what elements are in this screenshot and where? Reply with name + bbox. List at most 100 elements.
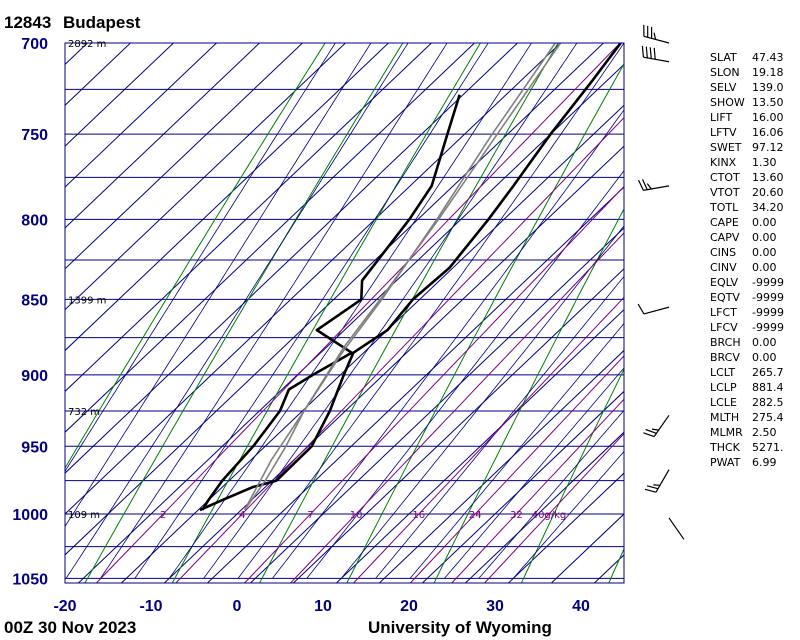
moist-adiabats bbox=[65, 43, 624, 579]
index-name: LFCT bbox=[710, 306, 737, 319]
index-name: SHOW bbox=[710, 96, 745, 109]
isotherm-line bbox=[421, 390, 624, 583]
wind-barb-full bbox=[645, 428, 657, 434]
mixing-ratio-label: 24 bbox=[469, 510, 482, 521]
temperature-tick-label: 40 bbox=[572, 598, 590, 615]
index-value: 0.00 bbox=[752, 336, 777, 349]
mixing-ratio-labels: 2 4 7 10 16 24 32 40g/kg bbox=[160, 510, 566, 521]
isotherm-line bbox=[65, 43, 476, 433]
index-name: EQLV bbox=[710, 276, 739, 289]
index-name: SLAT bbox=[710, 51, 737, 64]
moist-adiabat-line bbox=[237, 43, 624, 579]
dry-adiabats bbox=[65, 43, 624, 583]
index-value: 16.06 bbox=[752, 126, 784, 139]
pressure-tick-label: 750 bbox=[21, 127, 48, 144]
index-value: 47.43 bbox=[752, 51, 784, 64]
temperature-tick-label: 20 bbox=[400, 598, 418, 615]
isotherm-line bbox=[292, 268, 624, 583]
isotherm-line bbox=[464, 431, 624, 583]
dry-adiabat-line bbox=[65, 43, 326, 470]
wind-barb-full bbox=[646, 485, 659, 490]
index-name: LCLE bbox=[710, 396, 737, 409]
isotherm-line bbox=[65, 43, 519, 474]
index-name: BRCV bbox=[710, 351, 740, 364]
wind-barb bbox=[643, 24, 670, 44]
index-value: 0.00 bbox=[752, 351, 777, 364]
wind-barb-full bbox=[643, 432, 655, 438]
index-name: KINX bbox=[710, 156, 737, 169]
index-value: 275.4 bbox=[752, 411, 784, 424]
moist-adiabat-line bbox=[168, 43, 532, 579]
dry-adiabat-line bbox=[433, 208, 624, 583]
pressure-tick-label: 950 bbox=[21, 439, 48, 456]
index-value: 20.60 bbox=[752, 186, 784, 199]
index-name: LCLT bbox=[710, 366, 735, 379]
index-value: 13.60 bbox=[752, 171, 784, 184]
index-value: 0.00 bbox=[752, 216, 777, 229]
index-value: -9999 bbox=[752, 321, 784, 334]
wind-barb-staff bbox=[643, 35, 670, 44]
moist-adiabat-line bbox=[478, 409, 624, 579]
temperature-tick-label: 10 bbox=[314, 598, 332, 615]
temperature-tick-label: 0 bbox=[233, 598, 242, 615]
isotherm-line bbox=[65, 43, 562, 515]
moist-adiabat-line bbox=[65, 43, 372, 528]
isotherm-line bbox=[507, 472, 624, 583]
index-value: 1.30 bbox=[752, 156, 777, 169]
mixing-ratio-label: 40g/kg bbox=[532, 510, 567, 521]
index-name: VTOT bbox=[710, 186, 740, 199]
isotherm-line bbox=[335, 308, 624, 583]
isotherm-line bbox=[206, 186, 624, 583]
mixing-ratio-lines bbox=[95, 43, 624, 583]
station-name: Budapest bbox=[63, 13, 141, 32]
index-name: CINV bbox=[710, 261, 737, 274]
mixing-ratio-label: 7 bbox=[307, 510, 313, 521]
index-value: 282.5 bbox=[752, 396, 784, 409]
isotherm-line bbox=[65, 43, 433, 393]
moist-adiabat-line bbox=[272, 109, 624, 579]
wind-barb bbox=[637, 303, 670, 315]
wind-barb-staff bbox=[643, 56, 670, 63]
isotherm-line bbox=[65, 43, 347, 311]
pressure-tick-label: 1000 bbox=[12, 507, 48, 524]
wind-barb-full bbox=[645, 46, 648, 58]
index-name: BRCH bbox=[710, 336, 741, 349]
station-id: 12843 bbox=[4, 13, 51, 32]
index-value: 2.50 bbox=[752, 426, 777, 439]
index-value: 16.00 bbox=[752, 111, 784, 124]
wind-barb-full bbox=[641, 179, 648, 190]
index-name: LCLP bbox=[710, 381, 737, 394]
wind-barb-full bbox=[637, 303, 645, 315]
temperature-trace bbox=[201, 94, 461, 511]
wind-barb bbox=[643, 414, 670, 438]
wind-barb bbox=[668, 517, 685, 540]
index-name: CAPV bbox=[710, 231, 740, 244]
isobar-isotherm-grid bbox=[65, 43, 624, 583]
dry-adiabat-line bbox=[171, 43, 482, 583]
mixing-ratio-label: 2 bbox=[160, 510, 166, 521]
mixing-ratio-line bbox=[243, 185, 624, 583]
wind-barb bbox=[641, 45, 670, 63]
stability-indices: SLAT 47.43 SLON 19.18 SELV 139.0 SHOW 13.50 LIFT… bbox=[709, 51, 784, 469]
mixing-ratio-line bbox=[483, 432, 624, 583]
pressure-tick-label: 800 bbox=[21, 212, 48, 229]
isotherm-line bbox=[65, 43, 261, 229]
sounding-traces bbox=[199, 43, 622, 512]
plot-frame bbox=[64, 42, 625, 584]
index-value: 139.0 bbox=[752, 81, 784, 94]
wind-barb-staff bbox=[643, 185, 670, 191]
moist-adiabat-line bbox=[100, 43, 448, 579]
wind-barb bbox=[637, 179, 670, 191]
index-value: -9999 bbox=[752, 291, 784, 304]
mixing-ratio-line bbox=[451, 398, 624, 583]
wind-barbs bbox=[637, 24, 685, 540]
isotherm-line bbox=[378, 349, 624, 583]
temperature-tick-label: -10 bbox=[139, 598, 162, 615]
index-name: MLTH bbox=[710, 411, 739, 424]
dry-adiabat-line bbox=[258, 43, 559, 583]
height-label: 2892 m bbox=[68, 39, 106, 50]
height-label: 109 m bbox=[68, 510, 100, 521]
mixing-ratio-line bbox=[175, 116, 624, 583]
index-name: CINS bbox=[710, 246, 736, 259]
